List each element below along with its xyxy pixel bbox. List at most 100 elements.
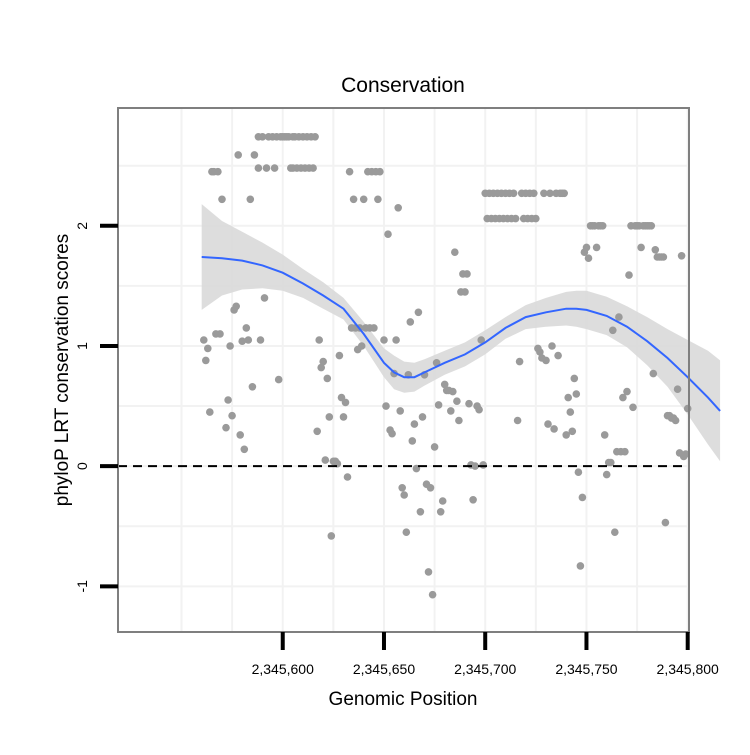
data-point [677, 252, 686, 260]
data-point [416, 508, 425, 516]
data-point [254, 164, 263, 172]
data-point [234, 151, 242, 159]
data-point [532, 214, 540, 223]
data-point [238, 337, 246, 346]
data-point [544, 420, 552, 428]
data-point [228, 411, 236, 420]
data-point [321, 456, 330, 464]
data-point [317, 363, 326, 372]
y-axis: -1 0 1 2 [74, 222, 118, 593]
data-point [625, 271, 633, 279]
data-point [461, 288, 469, 296]
data-point [349, 195, 358, 204]
data-point [274, 375, 283, 384]
data-point [469, 496, 477, 504]
data-point [370, 324, 378, 332]
data-point [218, 195, 226, 204]
data-point [242, 324, 251, 332]
y-tick-label: 2 [74, 222, 90, 230]
x-axis: 2,345,600 2,345,650 2,345,700 2,345,750 2,34… [252, 632, 719, 677]
data-point [335, 351, 344, 360]
data-point [256, 336, 265, 344]
data-point [325, 413, 334, 421]
confidence-ribbon-layer [201, 204, 721, 462]
data-point [560, 189, 568, 198]
x-tick-label: 2,345,600 [252, 661, 314, 677]
data-point [592, 243, 601, 252]
data-point [683, 404, 692, 413]
data-point [463, 270, 471, 278]
y-tick-label: -1 [74, 580, 90, 593]
data-point [449, 387, 457, 396]
data-point [428, 590, 437, 599]
data-point [511, 214, 520, 223]
data-point [440, 380, 449, 389]
y-tick-label: 1 [74, 342, 90, 350]
data-point [406, 318, 415, 326]
data-point [477, 336, 486, 344]
data-point [659, 253, 668, 261]
data-point [206, 408, 214, 416]
data-point [388, 429, 396, 438]
data-point [246, 195, 255, 204]
data-point [376, 167, 384, 176]
data-point [651, 246, 660, 254]
data-point [509, 189, 518, 198]
data-point [671, 416, 680, 425]
data-point [418, 413, 427, 421]
data-point [536, 348, 544, 356]
data-point [673, 385, 682, 394]
data-point [623, 387, 631, 396]
x-tick-label: 2,345,700 [454, 661, 516, 677]
data-point [564, 393, 572, 402]
data-point [546, 189, 554, 198]
data-point [380, 336, 388, 344]
data-point [339, 413, 348, 421]
data-point [661, 518, 670, 527]
data-point [394, 204, 403, 212]
data-point [345, 167, 354, 176]
data-point [465, 399, 473, 408]
data-point [232, 302, 240, 311]
data-point [562, 431, 570, 439]
data-point [602, 470, 611, 479]
data-point [570, 374, 579, 383]
data-point [240, 445, 249, 454]
data-point [649, 369, 658, 378]
data-point [262, 164, 271, 172]
data-point [408, 437, 417, 445]
data-point [436, 508, 445, 516]
data-point [382, 402, 390, 410]
data-point [582, 243, 591, 252]
x-tick-label: 2,345,750 [555, 661, 617, 677]
data-point [578, 493, 587, 502]
smooth-line-layer [201, 256, 721, 412]
data-point [414, 308, 423, 317]
data-point [410, 420, 419, 428]
data-point [681, 450, 690, 458]
data-point [542, 356, 550, 365]
data-point [226, 342, 234, 350]
data-point [566, 408, 575, 416]
data-point [258, 133, 267, 141]
data-point [530, 189, 538, 198]
data-point [248, 383, 257, 391]
data-point [384, 230, 392, 238]
data-point [515, 357, 524, 366]
data-point [550, 425, 558, 433]
data-point [434, 401, 443, 409]
data-point [424, 568, 433, 576]
data-point [359, 195, 368, 204]
data-point [260, 294, 269, 302]
data-point [438, 497, 447, 505]
data-point [609, 326, 617, 335]
data-point [554, 351, 562, 360]
data-point [343, 473, 352, 481]
y-tick-label: 0 [74, 462, 90, 470]
data-point [315, 336, 324, 344]
data-point [236, 431, 244, 439]
data-point [451, 248, 459, 256]
data-point [357, 342, 366, 350]
